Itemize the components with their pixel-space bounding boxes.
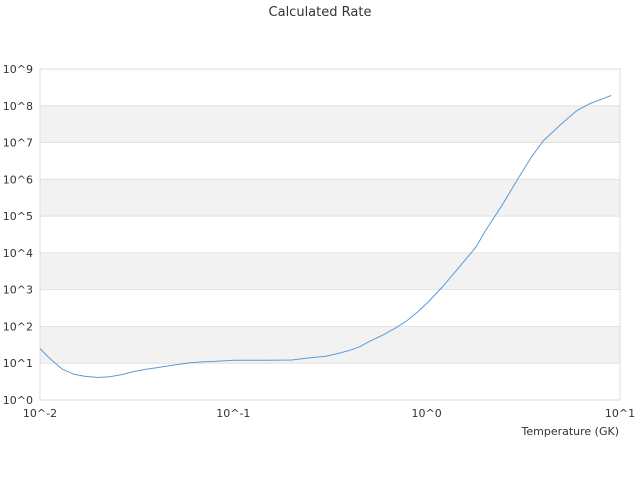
grid-band xyxy=(40,326,620,364)
y-axis-ticks: 10^0 10^1 10^2 10^3 10^4 10^5 10^6 10^7 10^8 10^9 xyxy=(3,63,33,407)
x-tick-label: 10^-1 xyxy=(216,407,250,420)
y-tick-label: 10^0 xyxy=(3,394,33,407)
series-line xyxy=(39,95,612,379)
grid-band xyxy=(40,252,620,290)
y-tick-label: 10^7 xyxy=(3,137,33,150)
y-tick-label: 10^9 xyxy=(3,63,33,76)
y-tick-label: 10^8 xyxy=(3,100,33,113)
y-tick-label: 10^2 xyxy=(3,320,33,333)
grid-band xyxy=(40,179,620,217)
x-tick-label: 10^1 xyxy=(605,407,635,420)
y-tick-label: 10^4 xyxy=(3,247,33,260)
x-tick-label: 10^0 xyxy=(412,407,442,420)
plot-frame xyxy=(39,68,621,401)
y-tick-label: 10^1 xyxy=(3,357,33,370)
x-tick-label: 10^-2 xyxy=(23,407,57,420)
chart-title: Calculated Rate xyxy=(269,5,372,20)
y-tick-label: 10^6 xyxy=(3,173,33,186)
grid-band xyxy=(40,105,620,143)
y-tick-label: 10^5 xyxy=(3,210,33,223)
x-axis-ticks: 10^-2 10^-1 10^0 10^1 xyxy=(23,407,635,420)
x-axis-label: Temperature (GK) xyxy=(521,425,620,438)
grid-bands xyxy=(40,105,620,364)
y-tick-label: 10^3 xyxy=(3,284,33,297)
